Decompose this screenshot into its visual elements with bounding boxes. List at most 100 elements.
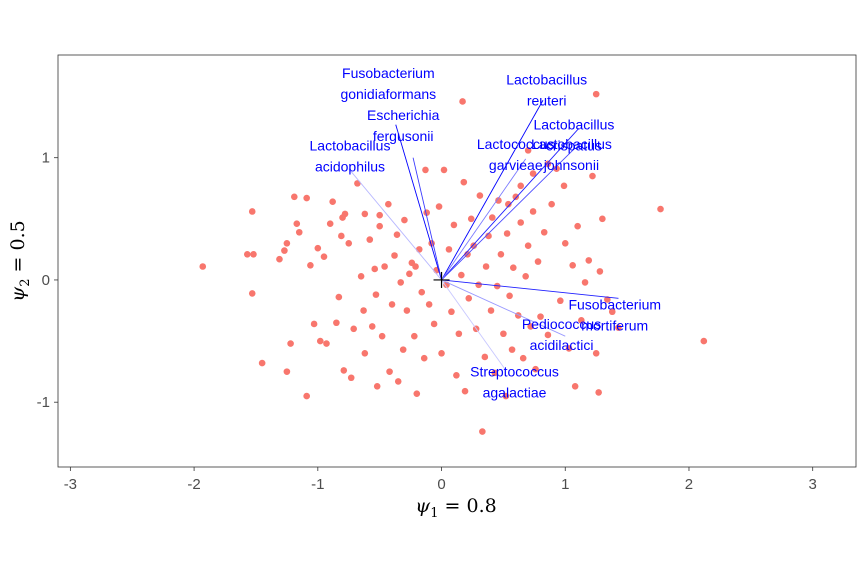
data-point <box>329 198 336 206</box>
data-point <box>445 246 453 253</box>
data-point <box>565 345 573 352</box>
data-point <box>422 166 429 174</box>
data-point <box>366 236 374 243</box>
data-point <box>415 246 423 253</box>
data-point <box>413 390 421 397</box>
data-point <box>360 307 367 314</box>
data-point <box>508 346 516 353</box>
data-point <box>479 428 486 435</box>
data-point <box>381 263 388 270</box>
data-point <box>338 232 345 240</box>
data-point <box>529 208 537 215</box>
data-point <box>420 354 428 362</box>
arrow-label: reuteri <box>527 92 567 108</box>
data-point <box>361 350 369 357</box>
data-point <box>316 337 324 345</box>
data-point <box>399 346 407 353</box>
data-point <box>560 182 568 190</box>
y-tick-label: 0 <box>42 272 50 289</box>
data-point <box>460 178 468 186</box>
data-point <box>283 239 291 247</box>
data-point <box>502 392 510 400</box>
data-point <box>497 250 505 258</box>
data-point <box>376 222 383 230</box>
data-point <box>522 272 529 280</box>
data-point <box>599 215 606 223</box>
data-point <box>532 365 539 373</box>
x-axis: -3 -2 -1 0 1 2 3 <box>64 467 817 493</box>
x-tick-label: 1 <box>561 476 569 493</box>
data-point <box>537 313 544 320</box>
data-point <box>448 308 455 316</box>
data-point <box>553 165 560 172</box>
arrow-label: Streptococcus <box>470 364 559 380</box>
data-point <box>569 261 576 269</box>
loading-arrow <box>395 124 442 281</box>
arrow-label: Pediococcus <box>522 316 601 332</box>
data-point <box>258 359 266 367</box>
data-point <box>519 354 527 362</box>
data-point <box>589 172 596 180</box>
data-point <box>385 200 392 208</box>
data-point <box>544 331 552 339</box>
data-point <box>310 320 318 328</box>
data-point <box>540 228 548 236</box>
y-axis: -1 0 1 <box>37 150 58 411</box>
data-point <box>293 220 301 228</box>
data-point <box>581 279 589 286</box>
arrow-label: Lactococcus <box>477 136 555 152</box>
loading-arrow <box>348 168 442 281</box>
data-point <box>333 319 340 327</box>
data-point <box>403 307 411 314</box>
data-point <box>388 301 396 308</box>
loading-arrow <box>441 279 507 371</box>
data-point <box>340 367 348 374</box>
data-point <box>248 290 256 297</box>
data-point <box>440 166 448 174</box>
data-point <box>303 392 310 400</box>
arrow-label: Lactobacillus <box>506 71 587 87</box>
arrow-label: agalactiae <box>483 385 547 401</box>
data-point <box>250 250 257 258</box>
data-point <box>386 368 393 375</box>
data-point <box>481 353 489 361</box>
x-axis-title: ψ1 = 0.8 <box>415 495 496 521</box>
data-point <box>391 252 398 259</box>
data-point <box>397 279 405 286</box>
data-point <box>378 332 386 340</box>
data-point <box>524 242 532 250</box>
data-point <box>350 325 357 333</box>
origin-marker <box>433 271 450 288</box>
data-point <box>425 301 433 308</box>
arrow-label: fergusonii <box>373 128 434 144</box>
data-point <box>596 268 604 275</box>
data-point <box>506 292 513 300</box>
data-point <box>354 180 361 187</box>
arrow-label: gonidiaformans <box>340 86 436 102</box>
data-point <box>295 228 303 236</box>
arrow-labels: Fusobacterium gonidiaformans Escherichia fe… <box>310 65 662 400</box>
data-point <box>517 182 525 190</box>
arrow-label: Lactobacillus <box>533 117 614 133</box>
data-point <box>505 200 512 208</box>
data-point <box>495 197 502 204</box>
data-point <box>467 215 475 223</box>
data-point <box>459 98 466 105</box>
data-point <box>307 261 314 269</box>
axis-title-subscript: 1 <box>430 506 438 521</box>
y-axis-title: ψ2 = 0.5 <box>7 220 33 301</box>
loading-arrow <box>441 128 580 281</box>
data-point <box>482 263 490 270</box>
data-point <box>372 291 380 298</box>
x-tick-label: -2 <box>187 476 200 493</box>
arrow-label: Escherichia <box>367 107 440 123</box>
data-point <box>487 307 495 314</box>
data-point <box>435 203 443 210</box>
data-point <box>476 192 484 199</box>
data-point <box>368 323 376 330</box>
arrow-label: Lactobacillus <box>310 137 391 153</box>
y-tick-label: 1 <box>42 150 50 167</box>
data-point <box>458 271 465 279</box>
data-point <box>509 264 517 272</box>
